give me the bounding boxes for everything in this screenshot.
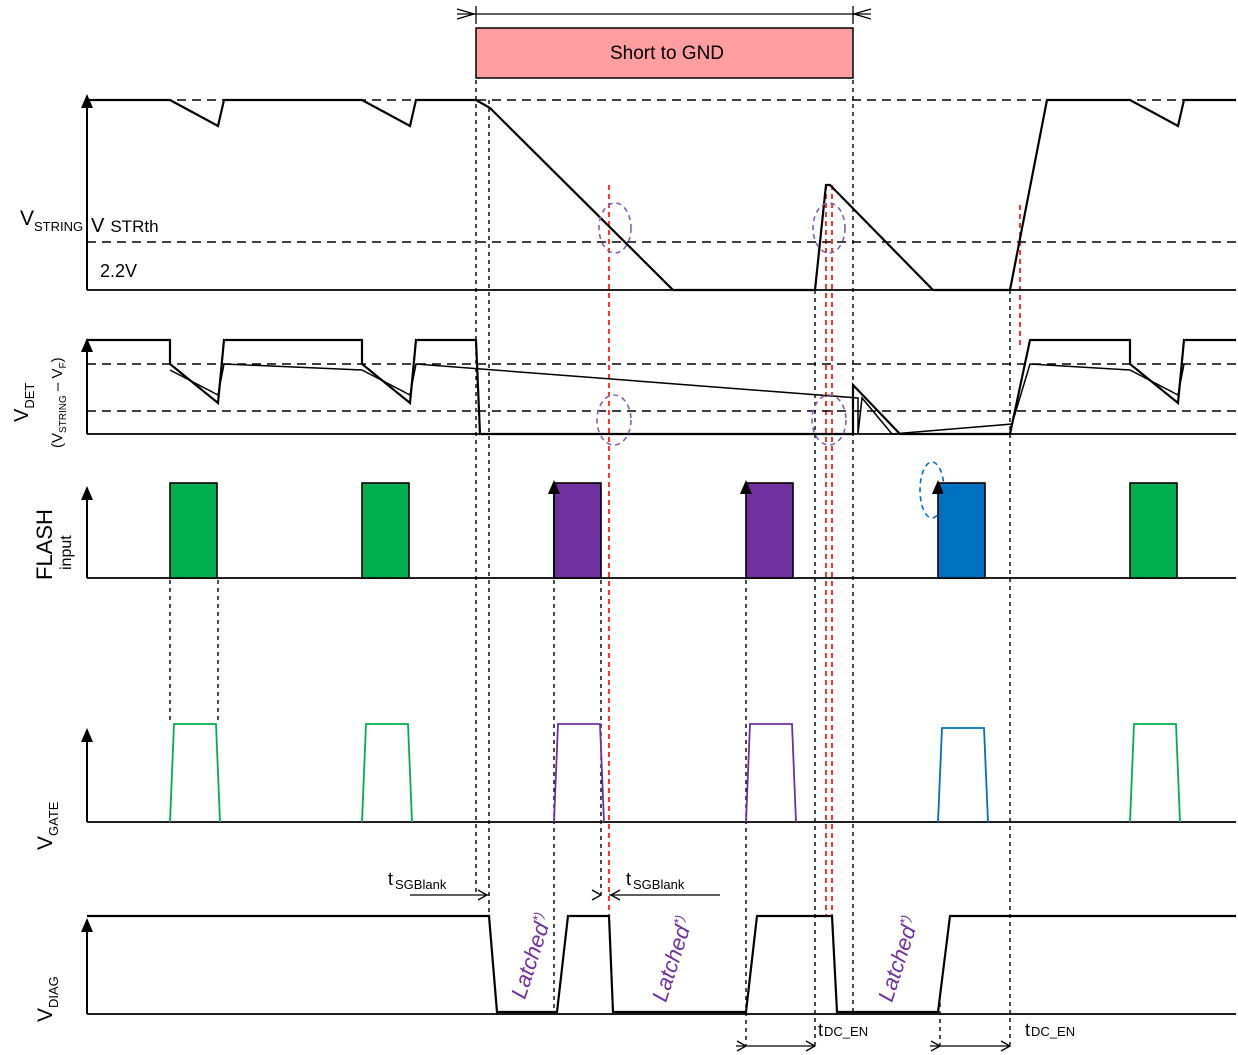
vstring-highlight-circle-2 (812, 202, 846, 254)
banner-arrow-left-icon (456, 8, 477, 20)
vgate-axis-arrow-icon (81, 728, 93, 742)
vgate-pulse-5 (937, 727, 989, 823)
tdcen2-arrow-right-icon (1000, 1040, 1012, 1052)
red-markers (608, 185, 1021, 915)
flash-pulse-6 (1129, 482, 1178, 579)
tsgblank2-label: t SGBlank (626, 869, 685, 892)
latched-label-1: Latched*) (505, 910, 557, 1001)
tdcen2-arrow-left-icon (930, 1040, 942, 1052)
banner-box (475, 27, 854, 79)
flash-label: FLASH (32, 509, 57, 580)
vstring-trace (87, 98, 1236, 292)
vgate-pulse-4 (745, 723, 797, 823)
vdet-highlight-circle-1 (596, 394, 632, 446)
vstring-label: VSTRING (20, 207, 83, 234)
vdet-trace-outer (87, 338, 1236, 436)
flash-panel: FLASH input (32, 461, 1236, 580)
flash-highlight-circle (919, 461, 945, 519)
tsgblank1-label: t SGBlank (388, 869, 447, 892)
latched-label-2: Latched*) (646, 913, 698, 1004)
tdcen1-label: tDC_EN (818, 1020, 868, 1040)
vstring-highlight-circle-1 (598, 202, 632, 254)
flash-pulse-4-arrow-icon (740, 480, 752, 494)
vdiag-axis-arrow-icon (81, 918, 93, 932)
vdet-label: VDET (11, 383, 37, 422)
vgate-pulse-2 (361, 723, 413, 823)
flash-pulse-1 (169, 482, 218, 579)
flash-pulse-5 (937, 482, 986, 579)
vdet-trace-inner (169, 363, 1185, 435)
vdiag-trace (87, 914, 1236, 1014)
vgate-pulse-1 (169, 723, 221, 823)
vstring-panel: VSTRING V STRth 2.2V (20, 94, 1236, 292)
vdiag-panel: VDIAG Latched*) Latched*) Latched*) t SGB… (34, 869, 1236, 1052)
v22-label: 2.2V (100, 261, 137, 281)
tdcen1-arrow-right-icon (805, 1040, 817, 1052)
vdet-formula-label: (VSTRING – VF) (49, 357, 69, 448)
short-to-gnd-banner: Short to GND (456, 6, 872, 79)
vgate-panel: VGATE (34, 723, 1236, 850)
flash-pulse-5-arrow-icon (932, 480, 944, 494)
flash-pulse-3-arrow-icon (548, 480, 560, 494)
tsgblank2-left-arrow-icon (591, 889, 603, 901)
latched-label-3: Latched*) (872, 913, 924, 1004)
tsgblank1-arrow-icon (477, 889, 489, 901)
vstrth-label: V STRth (91, 215, 159, 237)
banner-label: Short to GND (610, 43, 724, 64)
vgate-pulse-6 (1129, 723, 1181, 823)
flash-pulse-2 (361, 482, 410, 579)
tdcen1-arrow-left-icon (736, 1040, 748, 1052)
vdiag-label: VDIAG (34, 976, 61, 1022)
tdcen2-label: tDC_EN (1025, 1020, 1075, 1040)
vgate-pulse-3 (553, 723, 605, 823)
tsgblank2-arrow-icon (609, 889, 621, 901)
vdet-highlight-circle-2 (811, 394, 847, 446)
flash-sub-label: input (58, 535, 75, 570)
vdet-panel: VDET (VSTRING – VF) (11, 338, 1236, 448)
flash-pulse-3 (553, 482, 602, 579)
flash-pulse-4 (745, 482, 794, 579)
vdet-axis-arrow-icon (81, 338, 93, 352)
banner-arrow-right-icon (851, 8, 872, 20)
flash-axis-arrow-icon (81, 486, 93, 500)
vgate-label: VGATE (34, 801, 61, 850)
